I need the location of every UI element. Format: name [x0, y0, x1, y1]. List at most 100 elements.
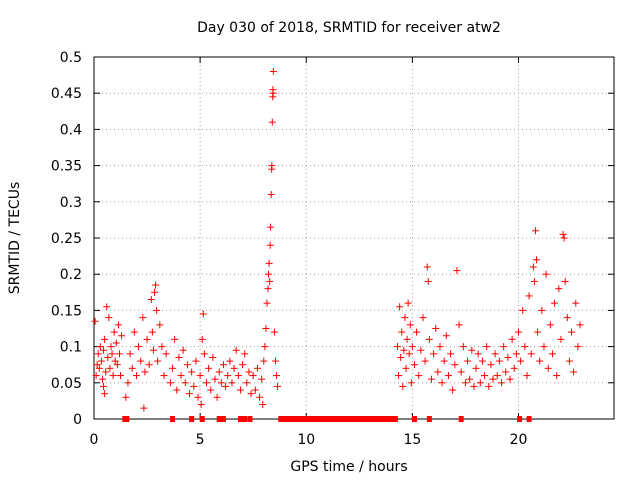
data-point [269, 89, 277, 97]
data-point [401, 314, 409, 322]
x-tick-label: 15 [403, 432, 421, 448]
data-point [413, 328, 421, 336]
data-point [398, 328, 406, 336]
data-point [190, 382, 198, 390]
data-point [508, 335, 516, 343]
data-point [478, 357, 486, 365]
zero-value-marker [365, 416, 371, 422]
data-point [559, 230, 567, 238]
data-point [158, 343, 166, 351]
data-point [264, 285, 272, 293]
data-point [232, 346, 240, 354]
data-point [451, 361, 459, 369]
data-point [92, 372, 100, 380]
data-point [186, 390, 194, 398]
data-point [521, 343, 529, 351]
data-point [561, 277, 569, 285]
data-point [476, 379, 484, 387]
data-point [247, 390, 255, 398]
data-point [570, 368, 578, 376]
zero-value-marker [307, 416, 313, 422]
zero-value-marker [411, 416, 417, 422]
x-axis-label: GPS time / hours [290, 459, 407, 475]
data-point [461, 379, 469, 387]
data-point [217, 379, 225, 387]
data-point [106, 364, 114, 372]
y-tick-label: 0.5 [60, 50, 82, 66]
data-point [410, 361, 418, 369]
data-point [98, 375, 106, 383]
data-point [108, 350, 116, 358]
zero-value-marker [392, 416, 398, 422]
data-point [487, 361, 495, 369]
zero-value-marker [358, 416, 364, 422]
data-point [93, 361, 101, 369]
data-point [109, 372, 117, 380]
data-point [432, 325, 440, 332]
data-point [468, 346, 476, 354]
data-point [440, 357, 448, 365]
data-point [466, 375, 474, 383]
data-point [188, 368, 196, 376]
zero-value-marker [247, 416, 253, 422]
data-point [156, 321, 164, 329]
zero-value-marker [317, 416, 323, 422]
data-point [152, 281, 160, 289]
zero-value-marker [426, 416, 432, 422]
data-point [262, 325, 270, 332]
data-point [241, 350, 249, 358]
zero-value-marker [304, 416, 310, 422]
data-point [202, 379, 210, 387]
data-point [517, 357, 525, 365]
data-point [557, 335, 565, 343]
data-point [555, 285, 563, 293]
zero-value-marker [336, 416, 342, 422]
zero-value-marker [349, 416, 355, 422]
data-point [404, 299, 412, 307]
data-point [226, 357, 234, 365]
data-point [265, 259, 273, 267]
data-point [274, 382, 282, 390]
data-point [103, 303, 111, 311]
zero-value-marker [371, 416, 377, 422]
zero-value-marker [362, 416, 368, 422]
data-point [124, 379, 132, 387]
data-point [415, 372, 423, 380]
data-point [402, 364, 410, 372]
data-point [209, 353, 217, 361]
data-point [205, 364, 213, 372]
data-point [154, 357, 162, 365]
data-point [560, 234, 568, 242]
data-point [166, 379, 174, 387]
data-point [110, 328, 118, 336]
x-tick-label: 10 [297, 432, 315, 448]
data-point [266, 277, 274, 285]
data-point [135, 343, 143, 351]
data-point [273, 372, 281, 380]
data-point [464, 357, 472, 365]
y-tick-label: 0.25 [51, 231, 82, 247]
data-point [423, 263, 431, 271]
data-point [512, 350, 520, 358]
chart-title: Day 030 of 2018, SRMTID for receiver atw… [197, 20, 501, 36]
data-point [153, 306, 161, 314]
y-tick-label: 0.3 [60, 195, 82, 211]
data-point [430, 350, 438, 358]
data-point [105, 314, 113, 322]
data-point [118, 332, 126, 340]
data-point [514, 328, 522, 336]
data-point [100, 382, 108, 390]
data-point [403, 335, 411, 343]
data-point [177, 372, 185, 380]
data-point [222, 382, 230, 390]
data-point [510, 364, 518, 372]
data-point [483, 343, 491, 351]
data-point [160, 372, 168, 380]
data-points [91, 67, 584, 412]
zero-value-marker [199, 416, 205, 422]
data-point [228, 379, 236, 387]
data-point [531, 227, 539, 235]
y-tick-label: 0.2 [60, 267, 82, 283]
data-point [266, 241, 274, 249]
